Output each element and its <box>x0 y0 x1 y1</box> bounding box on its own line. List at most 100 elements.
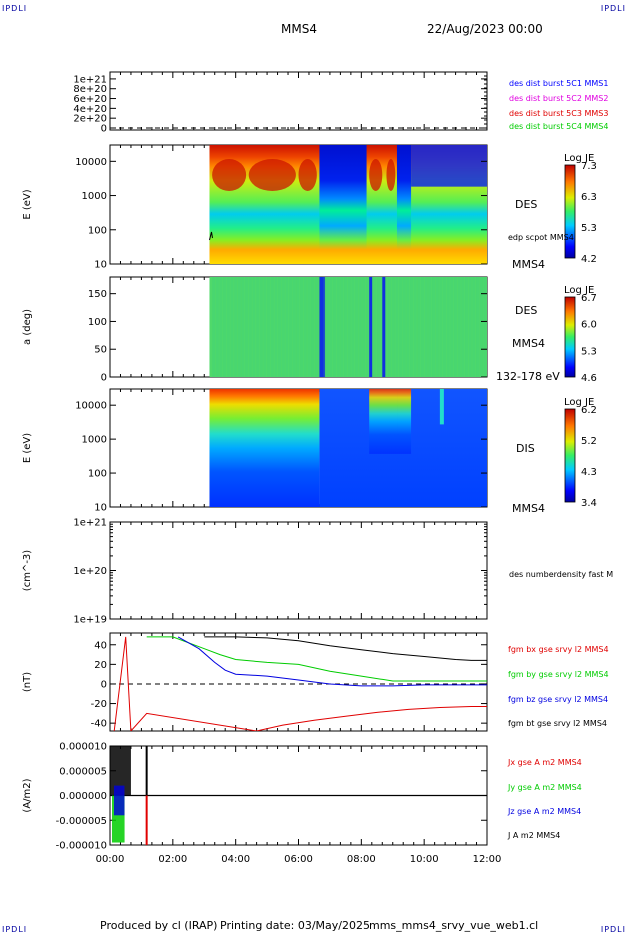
colorbar-tick-label: 4.3 <box>581 467 597 478</box>
fgm-series-line-bz <box>177 636 487 687</box>
fgm-series-line-by <box>146 636 487 682</box>
y-tick-label: 150 <box>88 289 107 300</box>
spectrogram-streak <box>259 277 263 377</box>
spectrogram-streak <box>270 277 274 377</box>
y-tick-label: -0.000005 <box>56 816 107 827</box>
spectrogram-streak <box>395 277 399 377</box>
colorbar-tick-label: 5.3 <box>581 223 597 234</box>
y-tick-label: 10 <box>94 260 107 271</box>
colorbar-ramp <box>564 164 576 259</box>
flux-peak <box>369 159 383 191</box>
j-total-burst <box>110 746 131 796</box>
spectrogram-streak <box>215 277 219 377</box>
spectrogram-streak <box>457 277 461 377</box>
panel-current-density: 0.000010 0.000005 0.000000 -0.000005 -0.0000… <box>22 742 501 866</box>
colorbar-tick-label: 6.7 <box>581 293 597 304</box>
corner-text-tl: IPDLI <box>2 4 28 13</box>
y-tick-label: 1000 <box>82 191 107 202</box>
spectrogram-streak <box>366 277 370 377</box>
y-tick-label: 0 <box>101 679 107 690</box>
spectrogram-gap <box>382 277 386 377</box>
density-label: des numberdensity fast M <box>509 570 614 579</box>
y-axis-label: E (eV) <box>22 189 33 219</box>
spectrogram-burst <box>369 389 398 454</box>
spectrogram-streak <box>252 277 256 377</box>
colorbar-title: Log JE <box>564 397 594 408</box>
spectrogram-streak <box>377 277 381 377</box>
y-tick-label: -20 <box>91 699 107 710</box>
edp-scpot-label: edp scpot MMS4 <box>508 233 574 242</box>
colorbar-title: Log JE <box>564 285 594 296</box>
dis-energy-spectrogram <box>209 389 487 507</box>
spectrogram-streak <box>413 277 417 377</box>
colorbar-des-energy: Log JE7.3 6.3 5.3 4.2 <box>564 153 597 265</box>
y-tick-label: 10 <box>94 503 107 514</box>
spectrogram-streak <box>358 277 362 377</box>
spectrogram-streak <box>325 277 329 377</box>
spectrogram-streak <box>285 277 289 377</box>
y-tick-label: 2e+20 <box>73 114 107 125</box>
spectrogram-streak <box>278 277 282 377</box>
x-tick-label: 02:00 <box>158 854 187 865</box>
spectrogram-streak <box>223 277 227 377</box>
spectrogram-streak <box>307 277 311 377</box>
spectrogram-streak <box>300 277 304 377</box>
colorbar-dis-energy: Log JE6.2 5.2 4.3 3.4 <box>564 397 597 509</box>
y-tick-label: 100 <box>88 317 107 328</box>
spacecraft-title: MMS4 <box>281 22 317 36</box>
des-pitch-spectrogram <box>209 277 487 377</box>
spectrogram-streak <box>296 277 300 377</box>
y-tick-label: 1e+21 <box>73 518 107 529</box>
spectrogram-streak <box>472 277 476 377</box>
y-tick-label: 1e+21 <box>73 74 107 85</box>
colorbar-des-pitch: Log JE6.7 6.0 5.3 4.6 <box>564 285 597 384</box>
spectrogram-streak <box>219 277 223 377</box>
spectrogram-quiet <box>411 145 487 187</box>
spectrogram-burst <box>397 389 412 454</box>
y-tick-label: 100 <box>88 225 107 236</box>
x-tick-label: 00:00 <box>96 854 125 865</box>
y-axis-label: (cm^-3) <box>22 550 33 591</box>
spectrogram-streak <box>344 277 348 377</box>
y-axis-label: a (deg) <box>22 309 33 345</box>
spectrogram-streak <box>248 277 252 377</box>
spectrogram-streak <box>406 277 410 377</box>
spectrogram-streak <box>281 277 285 377</box>
legend-c2: des dist burst 5C2 MMS2 <box>509 94 609 103</box>
colorbar-tick-label: 4.6 <box>581 373 597 384</box>
legend-c3: des dist burst 5C3 MMS3 <box>509 109 609 118</box>
spectrogram-active <box>209 389 320 507</box>
colorbar-tick-label: 5.3 <box>581 346 597 357</box>
spectrogram-streak <box>245 277 249 377</box>
spectrogram-streak <box>347 277 351 377</box>
spectrogram-streak <box>380 277 384 377</box>
spectrogram-streak <box>465 277 469 377</box>
legend-jx: Jx gse A m2 MMS4 <box>508 758 582 767</box>
corner-text-bl: IPDLI <box>2 925 28 934</box>
spectrogram-streak <box>435 277 439 377</box>
y-axis-label: (nT) <box>22 672 33 692</box>
fgm-series-line-bt <box>204 636 487 661</box>
colorbar-tick-label: 5.2 <box>581 436 597 447</box>
spectrogram-streak <box>292 277 296 377</box>
y-tick-label: 0.000005 <box>59 766 107 777</box>
corner-text-tr: IPDLI <box>600 4 626 13</box>
x-tick-label: 12:00 <box>473 854 502 865</box>
printing-date: Printing date: 03/May/2025 <box>220 919 370 932</box>
flux-peak <box>248 159 296 191</box>
spectrogram-streak <box>461 277 465 377</box>
mms4-label-pa: MMS4 <box>512 337 545 350</box>
des-label: DES <box>515 198 538 211</box>
panel-des-pitch-angle: 150 100 50 0 a (deg) Log JE6.7 6.0 5.3 4.6 <box>22 276 597 384</box>
spectrogram-streak <box>226 277 230 377</box>
colorbar-ramp <box>564 408 576 503</box>
legend-c1: des dist burst 5C1 MMS1 <box>509 79 609 88</box>
produced-by: Produced by cl (IRAP) <box>100 919 218 932</box>
legend-jy: Jy gse A m2 MMS4 <box>508 783 582 792</box>
y-tick-label: 4e+20 <box>73 104 107 115</box>
y-tick-label: 8e+20 <box>73 84 107 95</box>
datetime-title: 22/Aug/2023 00:00 <box>427 22 543 36</box>
jz-burst <box>114 785 125 816</box>
spectrogram-streak <box>355 277 359 377</box>
